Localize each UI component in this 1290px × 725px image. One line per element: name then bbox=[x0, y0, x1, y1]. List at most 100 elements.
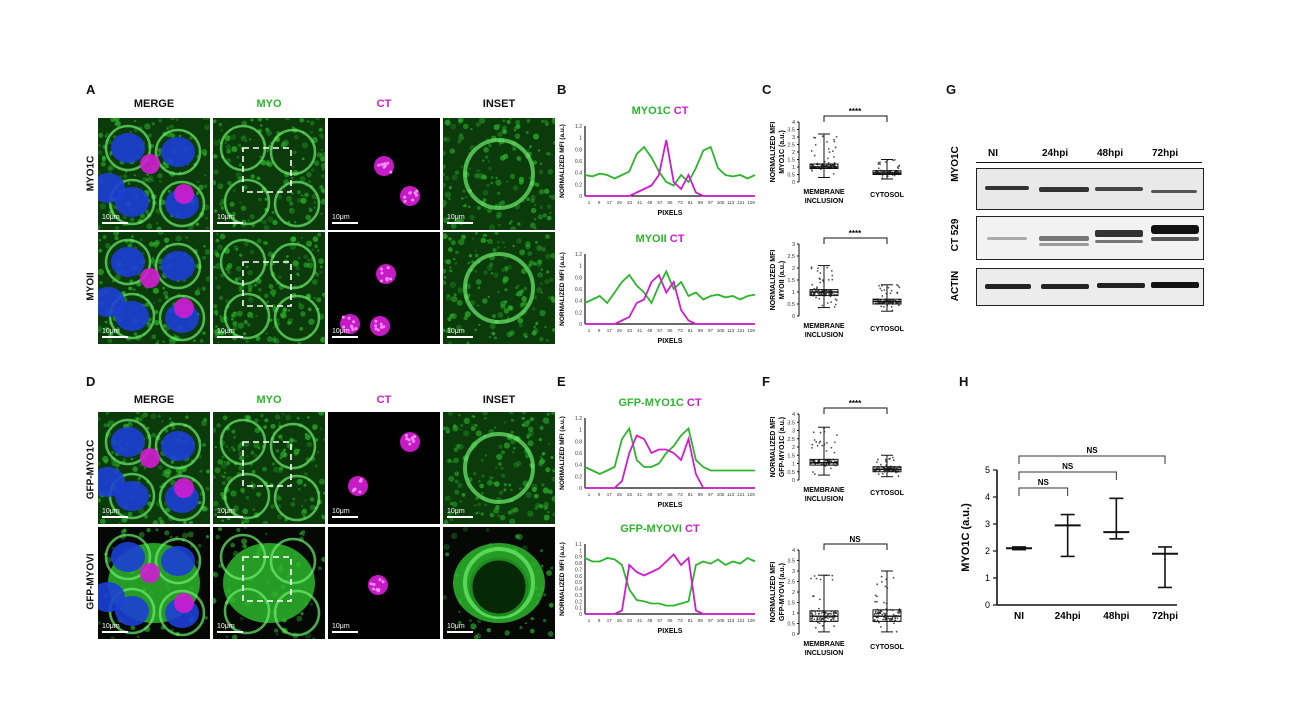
svg-text:9: 9 bbox=[598, 200, 601, 205]
scale-bar: 10μm bbox=[447, 328, 473, 338]
data-point-48hpi bbox=[1103, 497, 1130, 540]
micrograph-myo-row3: 10μm bbox=[213, 412, 325, 524]
svg-text:89: 89 bbox=[698, 492, 704, 497]
svg-text:1.2: 1.2 bbox=[575, 252, 582, 258]
y-axis-label: NORMALIZED MFI GFP-MYO1C (a.u.) bbox=[770, 417, 786, 478]
micrograph-inset-row2: 10μm bbox=[443, 232, 555, 344]
svg-text:89: 89 bbox=[698, 200, 704, 205]
comparison-bracket bbox=[1018, 487, 1069, 496]
svg-text:65: 65 bbox=[667, 618, 673, 623]
y-axis-label: NORMALIZED MFI (a.u.) bbox=[559, 542, 566, 616]
lane-72hpi: 72hpi bbox=[1152, 148, 1179, 159]
line-plot-myoii: MYOII CT 0 0.2 0.4 0.6 0.8 1 1.2 1 9 17 25 33 41 49 57 6… bbox=[559, 233, 756, 345]
svg-text:0.7: 0.7 bbox=[575, 567, 582, 573]
svg-text:0.3: 0.3 bbox=[575, 593, 582, 599]
svg-text:41: 41 bbox=[637, 618, 643, 623]
scale-bar: 10μm bbox=[217, 508, 243, 518]
svg-text:25: 25 bbox=[617, 200, 623, 205]
svg-text:41: 41 bbox=[637, 200, 643, 205]
x-axis-label: PIXELS bbox=[658, 502, 683, 509]
y-tick-label: 4 bbox=[985, 492, 990, 502]
svg-text:73: 73 bbox=[678, 492, 684, 497]
western-blot: NI 24hpi 48hpi 72hpi bbox=[950, 146, 1208, 316]
blot-label-myo1c: MYO1C bbox=[950, 146, 961, 182]
svg-text:33: 33 bbox=[627, 618, 633, 623]
svg-text:0.8: 0.8 bbox=[575, 439, 582, 445]
line-plot-title: GFP-MYO1C CT bbox=[618, 397, 701, 409]
svg-text:0: 0 bbox=[579, 486, 582, 492]
box-plot-myoii: 0 0.5 1 1.5 2 2.5 3 NORMALIZED MFI MYOII (a.u.) *… bbox=[770, 229, 905, 339]
box-plot-gfp-myovi: 0 0.5 1 1.5 2 2.5 3 3.5 4 NORMALIZED MFI GFP-MYOVI… bbox=[770, 535, 905, 657]
col-myo-top: MYO bbox=[256, 98, 282, 110]
svg-text:0: 0 bbox=[579, 322, 582, 328]
svg-text:129: 129 bbox=[747, 328, 755, 333]
scale-bar: 10μm bbox=[102, 623, 128, 633]
svg-text:57: 57 bbox=[657, 200, 663, 205]
blot-myo1c bbox=[976, 168, 1204, 210]
micrograph-ct-row4: 10μm bbox=[328, 527, 440, 639]
row-label-gfp-myovi: GFP-MYOVI bbox=[85, 553, 97, 610]
panel-label-d: D bbox=[86, 374, 96, 389]
box-plot-myo1c: 00.5 11.5 22.5 33.5 4 NORMALIZED MFI MYO1C (a.… bbox=[770, 107, 905, 205]
category-label: MEMBRANE bbox=[803, 323, 845, 330]
y-tick-label: 3 bbox=[985, 519, 990, 529]
col-ct-top: CT bbox=[376, 98, 392, 110]
micrograph-ct-row1: 10μm bbox=[328, 118, 440, 230]
svg-text:0: 0 bbox=[579, 612, 582, 618]
svg-text:3: 3 bbox=[792, 135, 795, 141]
micrograph-inset-row1: 10μm bbox=[443, 118, 555, 230]
svg-text:25: 25 bbox=[617, 618, 623, 623]
micrograph-ct-row3: 10μm bbox=[328, 412, 440, 524]
svg-text:0: 0 bbox=[579, 194, 582, 200]
svg-text:0: 0 bbox=[792, 180, 795, 186]
svg-text:121: 121 bbox=[737, 492, 745, 497]
svg-text:57: 57 bbox=[657, 328, 663, 333]
scale-bar: 10μm bbox=[332, 328, 358, 338]
svg-text:1.5: 1.5 bbox=[787, 601, 795, 607]
svg-text:1.2: 1.2 bbox=[575, 124, 582, 130]
svg-text:121: 121 bbox=[737, 200, 745, 205]
svg-text:113: 113 bbox=[727, 328, 735, 333]
svg-text:81: 81 bbox=[688, 200, 694, 205]
svg-text:1: 1 bbox=[588, 328, 591, 333]
scale-bar: 10μm bbox=[332, 623, 358, 633]
svg-text:97: 97 bbox=[708, 492, 714, 497]
line-plot-title: MYO1C CT bbox=[632, 105, 689, 117]
svg-text:49: 49 bbox=[647, 618, 653, 623]
series-line-ct bbox=[585, 434, 755, 489]
category-label: CYTOSOL bbox=[870, 644, 904, 651]
row-label-myo1c: MYO1C bbox=[85, 155, 97, 192]
row-label-gfp-myo1c: GFP-MYO1C bbox=[85, 439, 97, 500]
svg-text:0.9: 0.9 bbox=[575, 555, 582, 561]
svg-text:0.4: 0.4 bbox=[575, 587, 582, 593]
svg-text:0.2: 0.2 bbox=[575, 474, 582, 480]
line-plot-gfp-myo1c: GFP-MYO1C CT 0 0.2 0.4 0.6 0.8 1 1.2 1 9 17 25 33 41 4… bbox=[559, 397, 755, 509]
y-tick-label: 0 bbox=[985, 600, 990, 610]
svg-text:25: 25 bbox=[617, 328, 623, 333]
svg-text:105: 105 bbox=[717, 200, 725, 205]
svg-text:17: 17 bbox=[607, 200, 613, 205]
svg-text:3.5: 3.5 bbox=[787, 128, 795, 134]
micrograph-inset-row4: 10μm bbox=[443, 527, 555, 639]
svg-text:0.2: 0.2 bbox=[575, 599, 582, 605]
svg-text:17: 17 bbox=[607, 618, 613, 623]
col-merge-bottom: MERGE bbox=[133, 394, 175, 406]
svg-text:2.5: 2.5 bbox=[787, 437, 795, 443]
svg-text:0.8: 0.8 bbox=[575, 561, 582, 567]
svg-text:105: 105 bbox=[717, 328, 725, 333]
row-label-myoii: MYOII bbox=[85, 272, 97, 301]
svg-text:49: 49 bbox=[647, 328, 653, 333]
svg-text:65: 65 bbox=[667, 492, 673, 497]
y-axis-label: NORMALIZED MFI GFP-MYOVI (a.u.) bbox=[770, 562, 786, 623]
micrograph-myo-row2: 10μm bbox=[213, 232, 325, 344]
micrograph-merge-row4: 10μm bbox=[98, 527, 210, 639]
scale-bar: 10μm bbox=[217, 214, 243, 224]
svg-text:1: 1 bbox=[792, 611, 795, 617]
svg-text:1: 1 bbox=[792, 165, 795, 171]
comparison-label: NS bbox=[1038, 478, 1050, 487]
series-line-myo bbox=[584, 145, 756, 187]
x-tick-label: 72hpi bbox=[1152, 611, 1178, 622]
scale-bar: 10μm bbox=[217, 328, 243, 338]
series-line-myo bbox=[584, 269, 756, 305]
svg-text:2: 2 bbox=[792, 590, 795, 596]
